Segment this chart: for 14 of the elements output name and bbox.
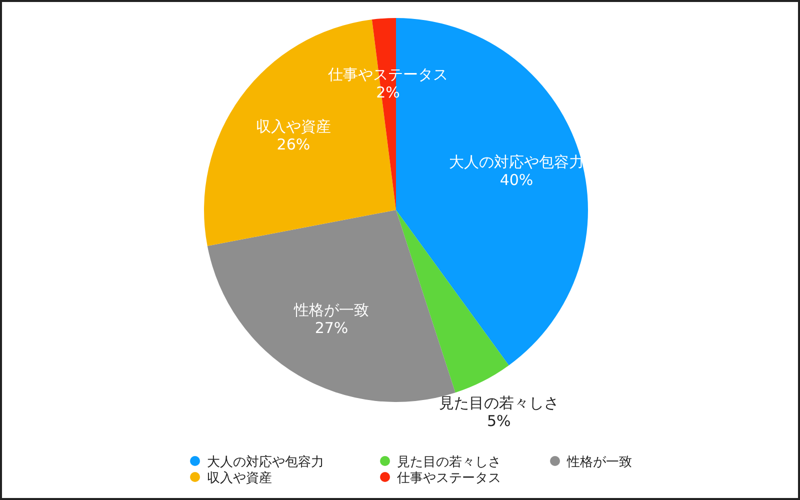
legend-label: 見た目の若々しさ xyxy=(397,455,501,470)
slice-label: 見た目の若々しさ xyxy=(438,394,559,412)
legend-label: 性格が一致 xyxy=(566,455,632,470)
slice-label: 大人の対応や包容力 xyxy=(449,152,584,171)
data-label: 27% xyxy=(314,319,348,338)
slice-label: 収入や資産 xyxy=(256,118,331,136)
legend-label: 収入や資産 xyxy=(207,470,272,486)
data-label: 5% xyxy=(486,412,511,430)
data-label: 26% xyxy=(276,136,310,154)
data-label: 40% xyxy=(500,170,534,189)
legend-label: 大人の対応や包容力 xyxy=(207,454,324,470)
slice-label: 性格が一致 xyxy=(292,301,369,320)
legend-label: 仕事やステータス xyxy=(396,471,501,486)
pie-slice xyxy=(396,210,509,393)
